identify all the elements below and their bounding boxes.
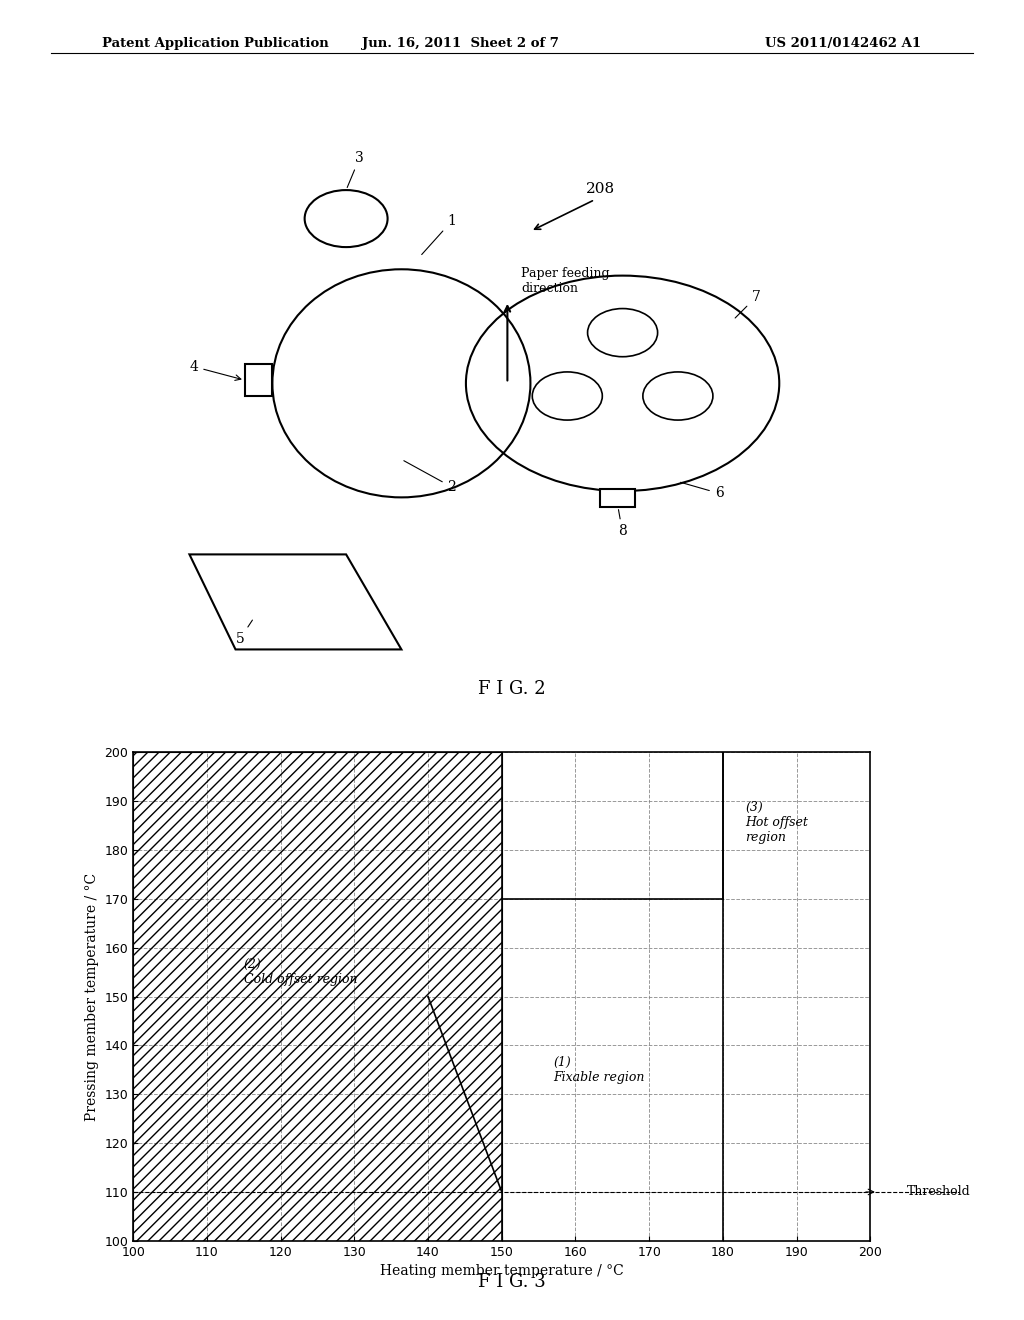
Text: 2: 2 [403,461,457,494]
FancyBboxPatch shape [600,490,635,507]
FancyBboxPatch shape [245,364,272,396]
Text: 5: 5 [236,620,253,645]
Text: Jun. 16, 2011  Sheet 2 of 7: Jun. 16, 2011 Sheet 2 of 7 [362,37,559,50]
Text: (2)
Cold offset region: (2) Cold offset region [244,958,357,986]
Text: Paper feeding
direction: Paper feeding direction [521,267,610,294]
Text: F I G. 2: F I G. 2 [478,680,546,698]
X-axis label: Heating member temperature / °C: Heating member temperature / °C [380,1265,624,1278]
Text: 6: 6 [681,482,724,500]
Text: 8: 8 [618,510,627,539]
Text: Patent Application Publication: Patent Application Publication [102,37,329,50]
Text: 208: 208 [586,182,614,197]
Text: (1)
Fixable region: (1) Fixable region [553,1056,645,1084]
Text: 3: 3 [347,150,365,187]
Text: Threshold: Threshold [907,1185,971,1199]
Text: (3)
Hot offset
region: (3) Hot offset region [745,801,808,845]
Text: 1: 1 [422,214,457,255]
Text: US 2011/0142462 A1: US 2011/0142462 A1 [766,37,922,50]
Text: 7: 7 [735,290,761,318]
Y-axis label: Pressing member temperature / °C: Pressing member temperature / °C [85,873,99,1121]
Text: 4: 4 [189,359,241,380]
Text: F I G. 3: F I G. 3 [478,1272,546,1291]
